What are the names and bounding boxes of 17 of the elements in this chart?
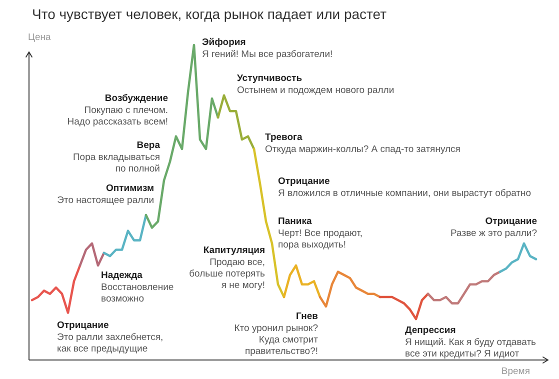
annotation: Уступчивость Остынем и подождем нового ралли: [237, 73, 394, 96]
annotation: Возбуждение Покупаю с плечом. Надо рассказать всем!: [67, 93, 168, 128]
x-axis-title: Время: [501, 366, 530, 377]
annotation: Гнев Кто уронил рынок? Куда смотрит правительство?!: [234, 311, 319, 357]
annotation: Депрессия Я нищий. Как я буду отдавать все эти кредиты? Я идиот: [405, 325, 536, 360]
annotation: Оптимизм Это настоящее ралли: [57, 183, 154, 206]
annotation: Надежда Восстановление возможно: [101, 270, 174, 304]
annotation: Отрицание Это ралли захлебнется, как все предыдущие: [57, 320, 164, 354]
annotation: Отрицание Я вложился в отличные компании, они вырастут обратно: [278, 176, 532, 199]
annotation: Отрицание Разве ж это ралли?: [450, 216, 537, 239]
annotation: Капитуляция Продаю все, больше потерять я не могу!: [189, 245, 266, 291]
annotation: Паника Черт! Все продают, пора выходить!: [278, 216, 363, 250]
annotation: Эйфория Я гений! Мы все разбогатели!: [202, 37, 333, 60]
annotation: Вера Пора вкладываться по полной: [72, 140, 161, 174]
chart-title: Что чувствует человек, когда рынок падает или растет: [32, 6, 388, 22]
y-axis-title: Цена: [28, 32, 52, 43]
annotation: Тревога Откуда маржин-коллы? А спад-то затянулся: [265, 132, 460, 155]
